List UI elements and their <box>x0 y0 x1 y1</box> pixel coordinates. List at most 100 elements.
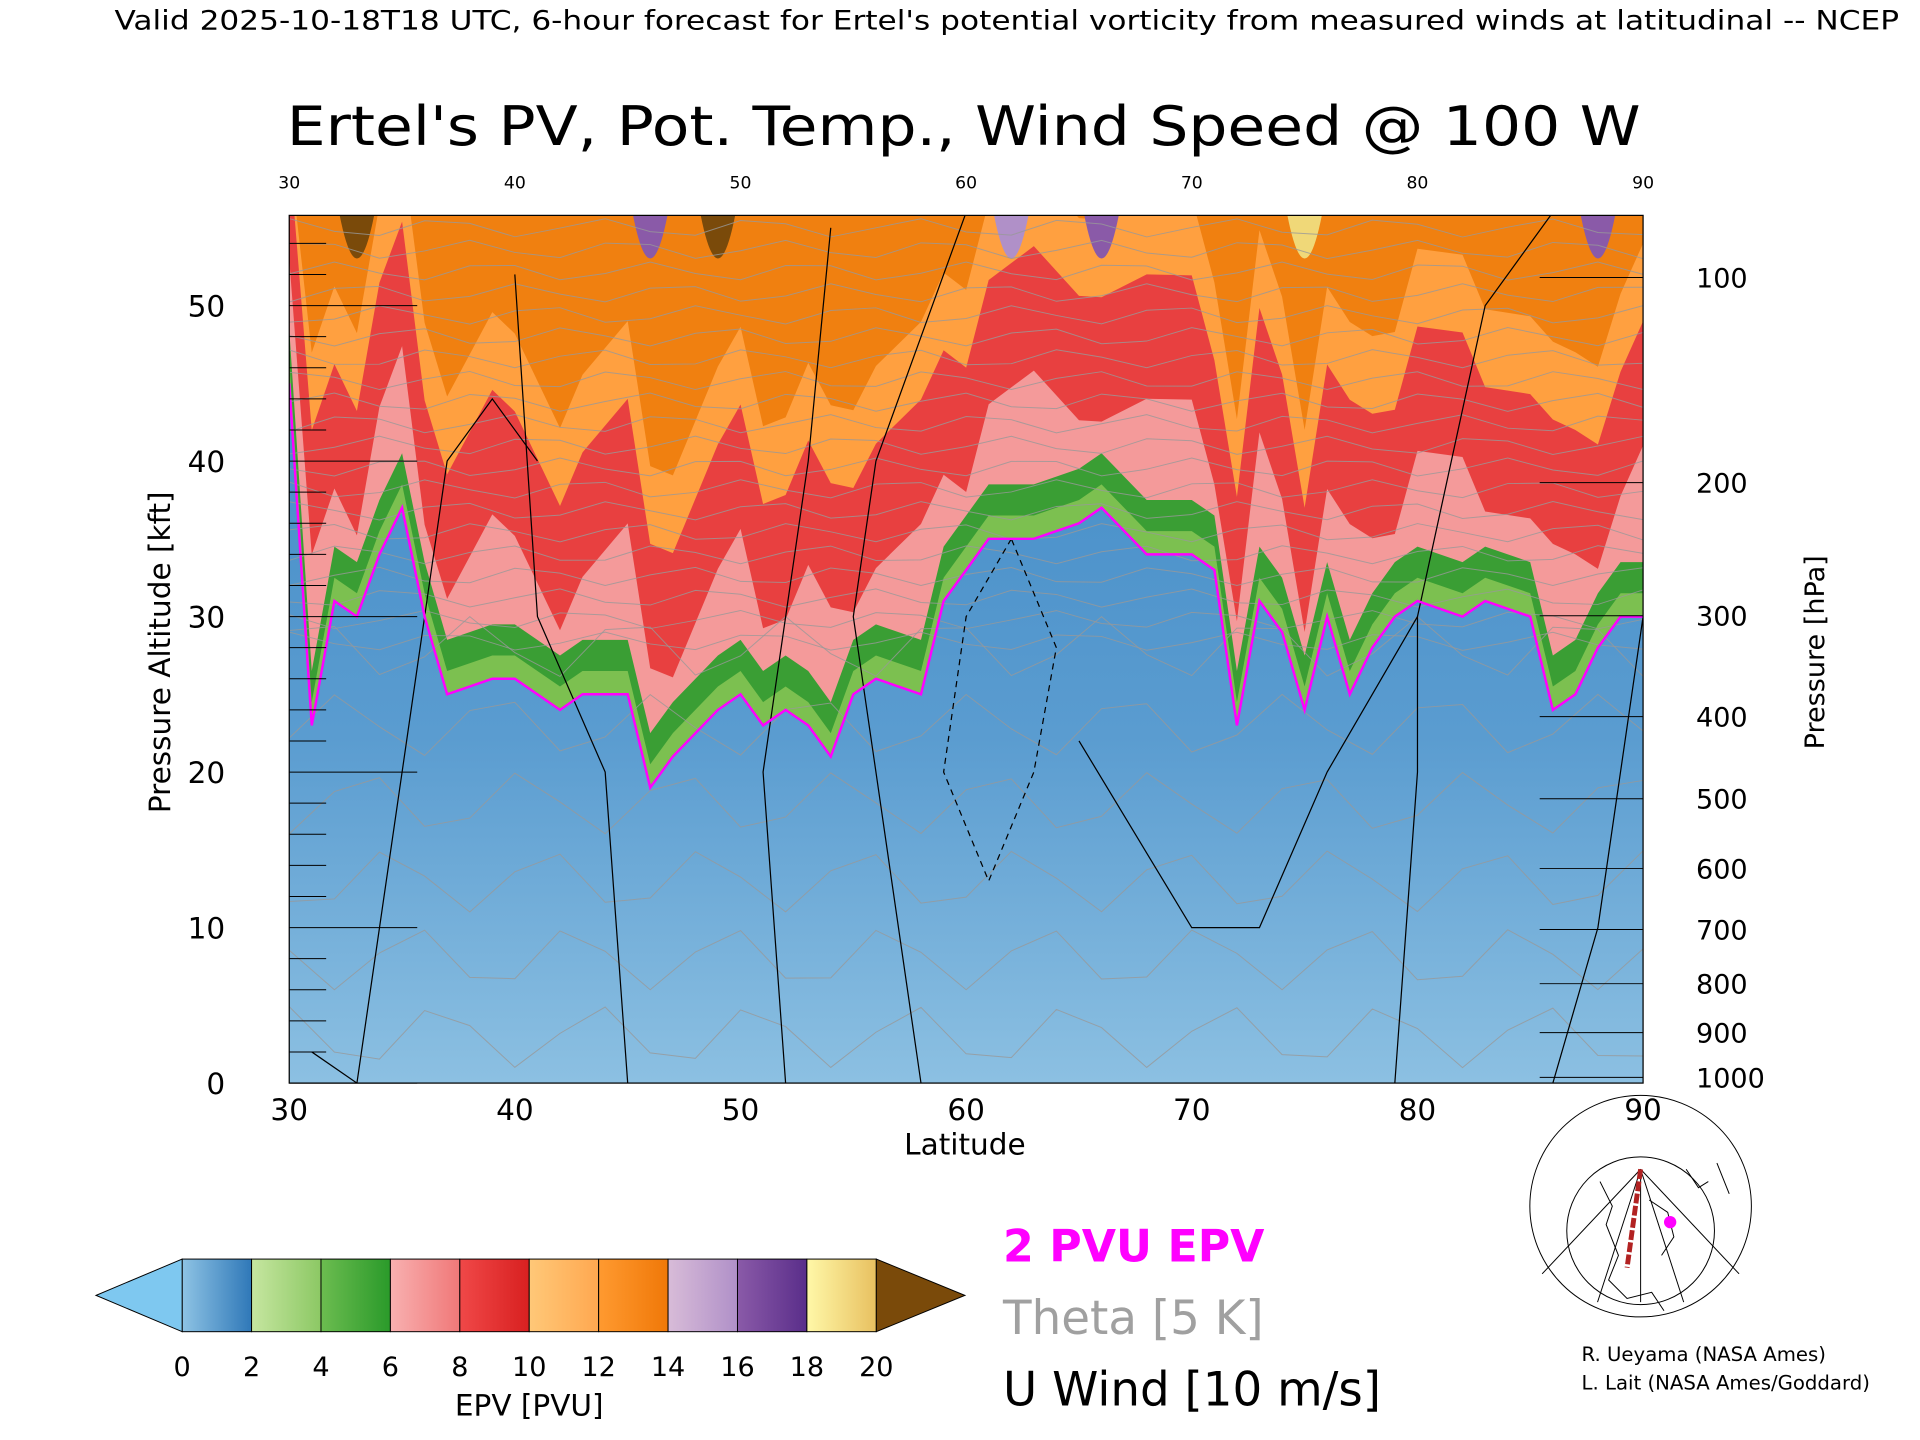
theta-contour <box>289 414 1644 434</box>
pressure-tick-label: 800 <box>1696 970 1748 1001</box>
colorbar-bin <box>598 1258 669 1333</box>
colorbar-bin <box>736 1258 808 1333</box>
legend-theta: Theta [5 K] <box>1002 1292 1264 1346</box>
colorbar-bin <box>389 1258 461 1333</box>
credit-line-2: L. Lait (NASA Ames/Goddard) <box>1582 1372 1870 1395</box>
x-top-tick-label: 90 <box>1632 173 1654 193</box>
theta-contour <box>289 929 1644 991</box>
wind-contour <box>1078 215 1552 929</box>
y2-axis-label: Pressure [hPa] <box>1800 555 1831 749</box>
x-tick-label: 50 <box>722 1093 760 1127</box>
legend-wind: U Wind [10 m/s] <box>1003 1364 1381 1418</box>
x-axis-label: Latitude <box>904 1127 1025 1161</box>
pressure-tick-label: 500 <box>1696 785 1748 816</box>
chart-title: Ertel's PV, Pot. Temp., Wind Speed @ 100… <box>287 95 1641 158</box>
theta-contour <box>289 305 1644 325</box>
colorbar-tick-label: 18 <box>790 1352 824 1383</box>
pressure-tick-label: 700 <box>1696 915 1748 946</box>
theta-contour <box>289 349 1644 369</box>
colorbar-bin <box>667 1258 738 1333</box>
y-axis-label: Pressure Altitude [kft] <box>143 491 177 813</box>
colorbar: 0 2 4 6 8 10 12 14 16 18 20 <box>94 1258 967 1383</box>
colorbar-bin <box>806 1258 877 1333</box>
pv-high-streak <box>1287 215 1322 259</box>
pressure-tick-label: 100 <box>1696 263 1748 294</box>
x-tick-label: 30 <box>270 1093 308 1127</box>
pressure-tick-label: 200 <box>1696 468 1748 499</box>
x-top-tick-label: 40 <box>504 173 526 193</box>
wind-contour <box>1552 616 1644 1084</box>
theta-contour <box>289 370 1644 391</box>
y-tick-label: 10 <box>188 912 226 946</box>
colorbar-under-triangle <box>94 1258 183 1333</box>
colorbar-label: EPV [PVU] <box>455 1388 604 1422</box>
plot-frame <box>288 214 1644 1084</box>
theta-contour <box>289 545 1644 565</box>
y-tick-label: 20 <box>188 756 226 790</box>
legend-pv-line: 2 PVU EPV <box>1003 1222 1265 1273</box>
pressure-tick-label: 900 <box>1696 1019 1748 1050</box>
pv2-contour <box>289 383 1644 791</box>
colorbar-bin <box>251 1258 322 1333</box>
theta-contour <box>289 239 1644 260</box>
y-tick-label: 30 <box>188 601 226 635</box>
pv-high-streak <box>339 215 375 259</box>
pv-band-5 <box>289 215 1644 476</box>
colorbar-tick-label: 20 <box>859 1352 893 1383</box>
pv-high-streak <box>994 215 1029 259</box>
colorbar-tick-label: 12 <box>581 1352 615 1383</box>
wind-contour <box>514 274 629 1084</box>
theta-contour <box>289 261 1644 281</box>
theta-contour <box>289 850 1644 913</box>
pv-high-streak <box>700 215 736 259</box>
theta-contour <box>289 327 1644 347</box>
theta-contour <box>289 479 1644 499</box>
plot-area <box>289 215 1644 1084</box>
x-tick-label: 90 <box>1624 1093 1662 1127</box>
colorbar-tick-label: 0 <box>174 1352 191 1383</box>
pressure-tick-label: 600 <box>1696 854 1748 885</box>
theta-contour <box>289 566 1644 586</box>
x-top-tick-label: 30 <box>278 173 300 193</box>
colorbar-tick-label: 10 <box>512 1352 546 1383</box>
theta-contour <box>289 771 1644 835</box>
x-top-tick-label: 50 <box>730 173 752 193</box>
colorbar-bin <box>320 1258 391 1333</box>
location-map-inset <box>1529 1094 1752 1318</box>
location-marker <box>1664 1216 1677 1229</box>
theta-contour <box>289 457 1644 477</box>
pressure-tick-label: 1000 <box>1696 1063 1765 1094</box>
credit-line-1: R. Ueyama (NASA Ames) <box>1582 1343 1826 1366</box>
theta-contour <box>289 435 1644 456</box>
colorbar-tick-label: 2 <box>243 1352 260 1383</box>
x-tick-label: 60 <box>947 1093 985 1127</box>
colorbar-tick-label: 8 <box>451 1352 468 1383</box>
x-tick-label: 70 <box>1173 1093 1211 1127</box>
pressure-tick-label: 300 <box>1696 602 1748 633</box>
y-tick-label: 40 <box>188 445 226 479</box>
y-tick-label: 0 <box>206 1067 225 1101</box>
colorbar-bin <box>181 1258 253 1333</box>
theta-contour <box>289 523 1644 543</box>
cross-section-line <box>1624 1168 1644 1269</box>
colorbar-bin <box>459 1258 530 1333</box>
theta-contour <box>289 501 1644 521</box>
theta-contour <box>289 1006 1644 1069</box>
colorbar-tick-label: 14 <box>651 1352 685 1383</box>
pressure-tick-label: 400 <box>1696 702 1748 733</box>
theta-contour <box>289 588 1644 608</box>
x-tick-label: 40 <box>496 1093 534 1127</box>
wind-contour <box>762 227 832 1084</box>
x-tick-label: 80 <box>1399 1093 1437 1127</box>
theta-contour <box>289 392 1644 412</box>
y-tick-label: 50 <box>188 290 226 324</box>
theta-contour <box>289 218 1644 238</box>
theta-contour <box>289 283 1644 303</box>
wind-contour-negative <box>942 538 1058 883</box>
colorbar-bin <box>528 1258 600 1333</box>
colorbar-tick-label: 6 <box>382 1352 399 1383</box>
colorbar-tick-label: 16 <box>720 1352 754 1383</box>
colorbar-over-triangle <box>875 1258 967 1333</box>
x-top-tick-label: 80 <box>1406 173 1428 193</box>
